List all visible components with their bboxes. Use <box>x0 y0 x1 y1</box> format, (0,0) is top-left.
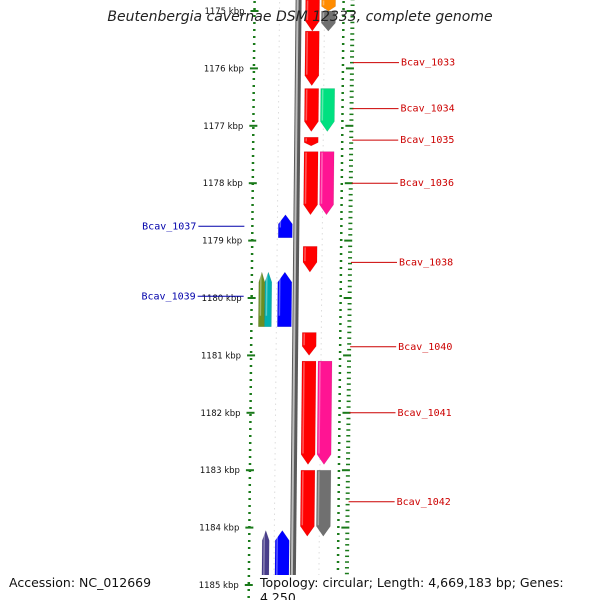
tick-label: 1178 kbp <box>203 179 243 189</box>
gene-feature-arrow <box>303 151 319 216</box>
tick-label: 1181 kbp <box>201 351 241 361</box>
gene-feature-arrow <box>304 30 320 87</box>
gene-feature-arrow <box>321 0 336 12</box>
gene-feature-shine <box>306 32 309 75</box>
gene-feature-shine <box>278 273 281 316</box>
gene-feature-arrow <box>277 271 293 327</box>
gene-label[interactable]: Bcav_1042 <box>397 497 451 508</box>
gene-feature-shine <box>265 273 268 316</box>
gene-feature-arrow <box>258 271 266 327</box>
gene-label[interactable]: Bcav_1039 <box>141 291 195 302</box>
gene-feature-arrow <box>264 271 273 327</box>
gene-feature-arrow <box>301 332 317 356</box>
gene-features <box>258 0 336 600</box>
gene-feature-arrow <box>305 0 320 32</box>
backbone-highlight <box>290 0 299 600</box>
tick-label: 1180 kbp <box>202 294 242 304</box>
gene-feature-arrow <box>319 151 335 216</box>
gene-feature-arrow <box>316 469 332 537</box>
gene-feature-arrow <box>277 214 293 238</box>
genome-backbone <box>289 0 302 600</box>
gene-feature-shine <box>259 273 262 316</box>
gene-feature-arrow <box>321 10 336 32</box>
gene-label[interactable]: Bcav_1041 <box>398 408 452 419</box>
gene-feature-arrow <box>300 360 317 465</box>
gene-label[interactable]: Bcav_1040 <box>398 342 452 353</box>
kbp-ruler: 1175 kbp 1176 kbp 1177 kbp 1178 kbp 1179 kbp… <box>199 0 355 598</box>
gene-labels: Bcav_1033 Bcav_1034 Bcav_1035 Bcav_1036 Bcav… <box>141 58 455 508</box>
gene-label[interactable]: Bcav_1037 <box>142 221 196 232</box>
gene-feature-arrow <box>304 88 319 132</box>
gene-feature-arrow <box>302 246 318 273</box>
tick-label: 1177 kbp <box>203 122 243 132</box>
gene-feature-shine <box>301 471 304 526</box>
tick-label: 1182 kbp <box>200 409 240 419</box>
tick-label: 1179 kbp <box>202 237 242 247</box>
tick-label: 1183 kbp <box>200 466 240 476</box>
track-guide-left-outer <box>247 0 256 600</box>
gene-label[interactable]: Bcav_1038 <box>399 257 453 268</box>
map-title: Beutenbergia cavernae DSM 12333, complet… <box>107 9 493 25</box>
gene-feature-shine <box>318 362 321 454</box>
tick-label: 1175 kbp <box>204 7 244 17</box>
gene-feature-arrow <box>300 469 316 537</box>
gene-feature-arrow <box>316 360 333 465</box>
track-guide-right-inner <box>318 0 326 600</box>
gene-label[interactable]: Bcav_1036 <box>400 178 454 189</box>
gene-feature-shine <box>304 152 307 204</box>
tick-label: 1185 kbp <box>199 581 239 591</box>
gene-feature-shine <box>320 152 323 204</box>
feature-track-guides <box>247 0 345 600</box>
tick-label: 1184 kbp <box>199 524 239 534</box>
gene-feature-shine <box>317 471 320 526</box>
tick-label: 1176 kbp <box>204 64 244 74</box>
track-guide-right-outer <box>336 0 345 600</box>
gene-feature-arrow <box>320 88 335 132</box>
gene-feature-arrow <box>303 137 319 147</box>
gene-feature-shine <box>302 362 305 454</box>
accession-text: Accession: NC_012669 <box>9 575 152 590</box>
genome-summary-text: Topology: circular; Length: 4,669,183 bp… <box>260 575 600 600</box>
gene-label[interactable]: Bcav_1034 <box>401 104 455 115</box>
gene-label[interactable]: Bcav_1033 <box>401 58 455 69</box>
gene-label[interactable]: Bcav_1035 <box>400 135 454 146</box>
track-guide-left-inner <box>273 0 281 600</box>
